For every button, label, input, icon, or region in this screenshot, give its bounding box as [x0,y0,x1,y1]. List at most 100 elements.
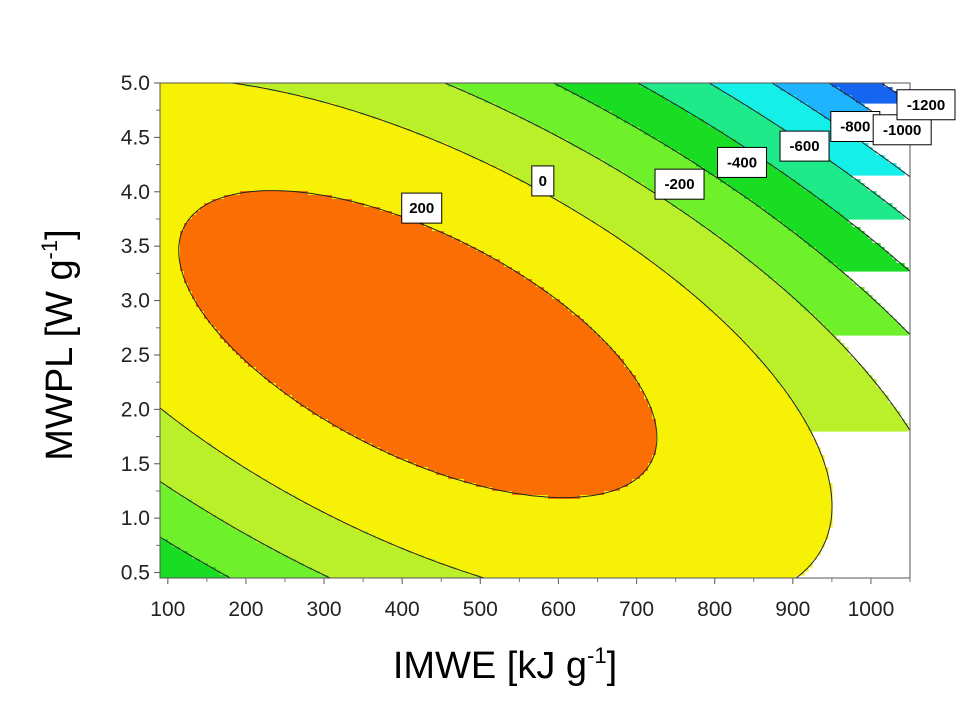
contour-fill-cell [260,475,449,480]
contour-fill-cell [172,415,321,420]
contour-fill-cell [456,147,581,152]
contour-fill-cell [180,247,477,252]
contour-fill-cell [528,183,645,188]
contour-fill-cell [656,419,805,424]
contour-fill-cell [656,263,757,268]
contour-fill-cell [764,115,825,120]
contour-fill-cell [784,223,853,228]
contour-fill-cell [288,555,425,560]
contour-fill-cell [160,499,193,504]
x-tick-label: 900 [775,598,810,621]
contour-fill-cell [204,203,365,208]
contour-fill-cell [212,323,589,328]
contour-fill-cell [216,515,333,520]
contour-fill-cell [840,211,901,216]
contour-fill-cell [648,399,793,404]
contour-fill-cell [536,187,649,192]
contour-fill-cell [320,415,653,420]
contour-fill-cell [276,383,641,388]
contour-fill-cell [364,439,657,444]
contour-fill-cell [160,91,289,96]
contour-fill-cell [592,219,697,224]
contour-fill-cell [160,375,265,380]
contour-fill-cell [468,571,805,576]
contour-fill-cell [424,223,601,228]
contour-fill-cell [192,555,289,560]
contour-fill-cell [520,115,617,120]
contour-fill-cell [444,231,613,236]
contour-fill-cell [856,99,909,104]
contour-fill-cell [160,283,189,288]
contour-fill-cell [640,383,781,388]
contour-fill-cell [616,351,757,356]
contour-fill-cell [280,551,413,556]
contour-fill-cell [376,535,829,540]
contour-fill-cell [300,403,649,408]
contour-fill-cell [160,243,181,248]
contour-fill-cell [644,471,829,476]
contour-fill-cell [828,259,897,264]
contour-fill-cell [652,259,749,264]
contour-fill-cell [648,87,721,92]
contour-fill-cell [640,387,785,392]
contour-fill-cell [180,251,485,256]
contour-fill-cell [508,171,625,176]
contour-fill-cell [180,231,445,236]
contour-fill-cell [340,427,657,432]
contour-fill-cell [296,559,437,564]
contour-fill-cell [180,243,469,248]
contour-fill-cell [160,107,349,112]
contour-fill-cell [740,99,801,104]
contour-fill-cell [252,535,377,540]
contour-fill-cell [560,135,653,140]
contour-fill-cell [456,567,809,572]
contour-fill-cell [744,339,841,344]
contour-fill-cell [384,539,825,544]
contour-fill-cell [844,215,905,220]
contour-fill-cell [524,275,673,280]
contour-fill-cell [392,211,581,216]
contour-fill-cell [160,383,277,388]
contour-fill-cell [212,199,353,204]
contour-fill-cell [256,367,629,372]
contour-fill-cell [820,251,889,256]
contour-fill-cell [728,243,809,248]
contour-fill-cell [484,251,641,256]
contour-label-box [717,146,768,178]
contour-fill-cell [284,391,645,396]
contour-fill-cell [556,83,641,88]
contour-fill-cell [188,283,537,288]
contour-fill-cell [180,547,273,552]
contour-fill-cell [656,443,817,448]
contour-fill-cell [760,359,857,364]
contour-fill-cell [160,171,509,176]
contour-fill-cell [696,115,765,120]
contour-fill-cell [416,463,649,468]
contour-fill-cell [160,515,217,520]
contour-fill-cell [160,359,245,364]
contour-fill-cell [628,483,833,488]
contour-fill-cell [160,443,213,448]
contour-fill-cell [160,535,253,540]
contour-fill-cell [160,423,185,428]
contour-fill-cell [656,91,725,96]
contour-fill-cell [188,287,545,292]
contour-line [160,83,833,578]
contour-fill-cell [160,571,221,576]
contour-fill-cell [264,375,637,380]
contour-fill-cell [160,159,481,164]
contour-fill-cell [296,399,649,404]
contour-fill-cell [160,543,173,548]
x-tick-label: 300 [307,598,342,621]
contour-fill-cell [808,103,865,108]
contour-fill-cell [760,111,821,116]
contour-fill-cell [680,283,781,288]
x-tick-label: 100 [150,598,185,621]
contour-fill-cell [160,479,269,484]
contour-fill-cell [252,471,437,476]
contour-fill-cell [712,83,777,88]
contour-fill-cell [244,531,369,536]
contour-fill-cell [656,439,817,444]
contour-fill-cell [160,191,241,196]
contour-fill-cell [600,223,701,228]
